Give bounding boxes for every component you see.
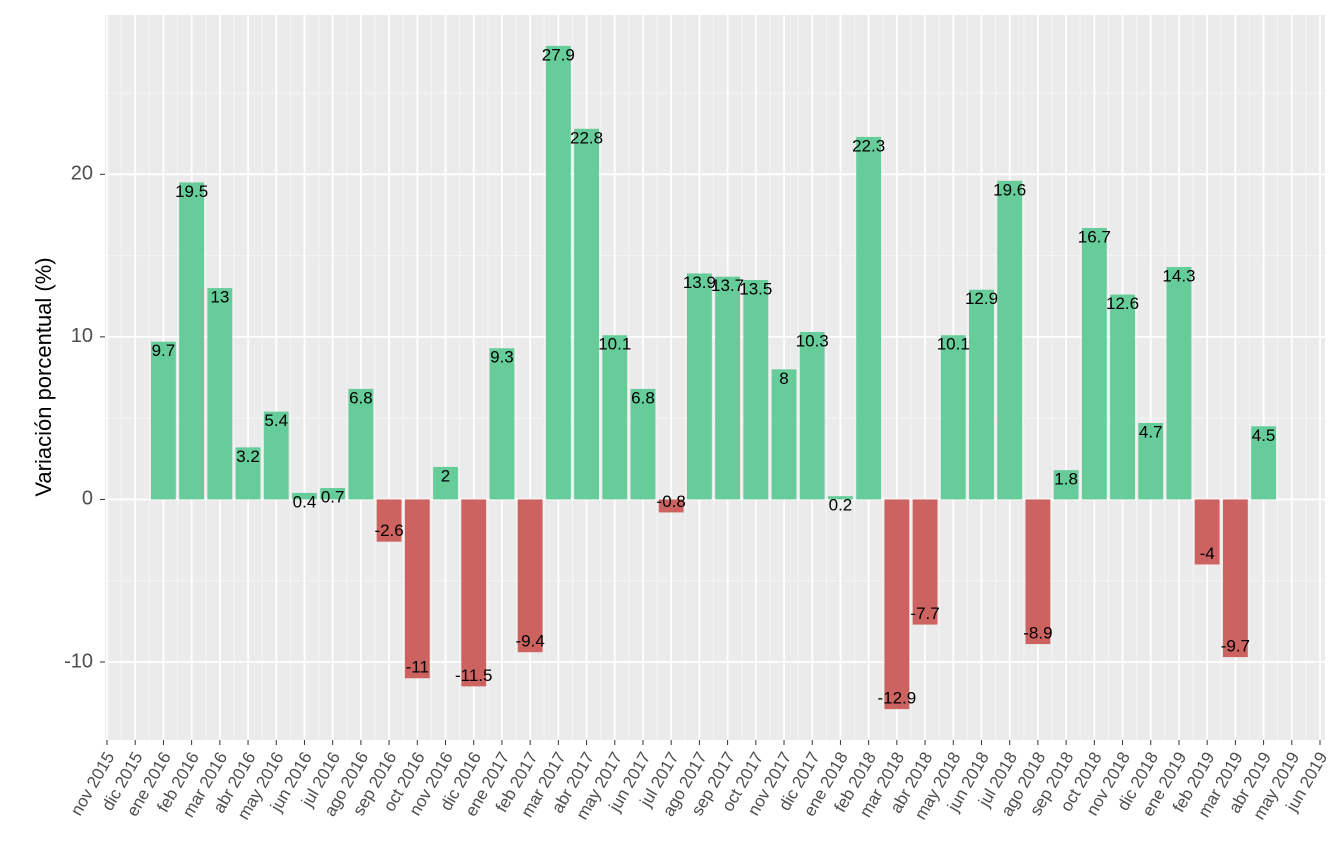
bar xyxy=(545,45,571,500)
y-tick-label: 20 xyxy=(71,163,93,185)
bar xyxy=(997,180,1023,500)
bar xyxy=(828,496,853,500)
value-label: 9.7 xyxy=(152,341,176,360)
y-tick-label: 0 xyxy=(82,488,93,510)
bar xyxy=(207,288,233,500)
value-label: -9.4 xyxy=(515,632,544,651)
value-label: 27.9 xyxy=(542,45,575,64)
y-tick-label: -10 xyxy=(64,650,93,672)
bar xyxy=(348,388,374,500)
bar xyxy=(1194,499,1220,565)
bar xyxy=(602,335,628,500)
panel xyxy=(105,15,1325,740)
bar xyxy=(799,331,825,500)
bar xyxy=(1053,470,1079,500)
bar xyxy=(235,447,261,500)
bar xyxy=(1110,294,1135,500)
bar xyxy=(489,348,515,500)
value-label: 19.6 xyxy=(993,180,1026,199)
value-label: 2 xyxy=(441,466,450,485)
value-label: 10.1 xyxy=(598,335,631,354)
value-label: -8.9 xyxy=(1023,624,1052,643)
value-label: 10.1 xyxy=(937,335,970,354)
value-label: 6.8 xyxy=(349,388,373,407)
value-label: -9.7 xyxy=(1221,637,1250,656)
bar xyxy=(263,411,289,500)
bar xyxy=(376,499,402,542)
bar xyxy=(940,335,966,500)
y-axis-label: Variación porcentual (%) xyxy=(31,257,56,496)
bar xyxy=(292,492,317,500)
value-label: 1.8 xyxy=(1054,470,1078,489)
value-label: -11 xyxy=(406,658,429,677)
value-label: -2.6 xyxy=(374,521,403,540)
value-label: 0.4 xyxy=(293,492,317,511)
bar xyxy=(1081,227,1107,500)
value-label: -0.8 xyxy=(657,492,686,511)
bar xyxy=(461,499,487,687)
bar xyxy=(320,488,346,500)
bar xyxy=(912,499,938,625)
value-label: 0.2 xyxy=(829,496,853,515)
value-label: 13.9 xyxy=(683,273,716,292)
value-label: -4 xyxy=(1200,544,1215,563)
bar xyxy=(433,466,458,500)
bar xyxy=(686,273,712,500)
bar xyxy=(151,341,176,500)
bar xyxy=(715,276,741,500)
bar xyxy=(1138,423,1164,500)
value-label: 12.9 xyxy=(965,289,998,308)
value-label: 10.3 xyxy=(796,331,829,350)
value-label: 3.2 xyxy=(236,447,260,466)
bar xyxy=(1166,266,1192,500)
value-label: 22.8 xyxy=(570,128,603,147)
value-label: 4.7 xyxy=(1139,423,1163,442)
value-label: 12.6 xyxy=(1106,294,1139,313)
value-label: 9.3 xyxy=(490,348,514,367)
bar xyxy=(179,182,205,500)
bar xyxy=(856,136,882,500)
bar xyxy=(574,128,599,500)
value-label: 8 xyxy=(779,369,788,388)
y-tick-label: 10 xyxy=(71,325,93,347)
bar xyxy=(969,289,994,500)
bar xyxy=(884,499,910,710)
bar xyxy=(1222,499,1248,658)
value-label: 19.5 xyxy=(175,182,208,201)
value-label: 0.7 xyxy=(321,488,345,507)
bar xyxy=(658,499,684,513)
value-label: 16.7 xyxy=(1078,227,1111,246)
value-label: 22.3 xyxy=(852,136,885,155)
bar xyxy=(404,499,430,679)
bar xyxy=(517,499,543,653)
value-label: 6.8 xyxy=(631,388,655,407)
value-label: 13 xyxy=(210,288,229,307)
value-label: -12.9 xyxy=(877,689,916,708)
bar xyxy=(771,369,797,500)
bar xyxy=(1025,499,1051,645)
bar xyxy=(1251,426,1276,500)
value-label: -7.7 xyxy=(910,604,939,623)
bar xyxy=(743,279,769,500)
marks: 9.7 19.5 13 3.25.4 0.4 0.7 6.8 -2.6 -11 2 -11.5 9.3… xyxy=(151,45,1276,710)
value-label: 13.7 xyxy=(711,276,744,295)
value-label: 13.5 xyxy=(739,279,772,298)
value-label: 5.4 xyxy=(264,411,288,430)
value-label: 4.5 xyxy=(1252,426,1276,445)
value-label: 14.3 xyxy=(1162,266,1195,285)
bar xyxy=(630,388,656,500)
value-label: -11.5 xyxy=(455,666,493,685)
